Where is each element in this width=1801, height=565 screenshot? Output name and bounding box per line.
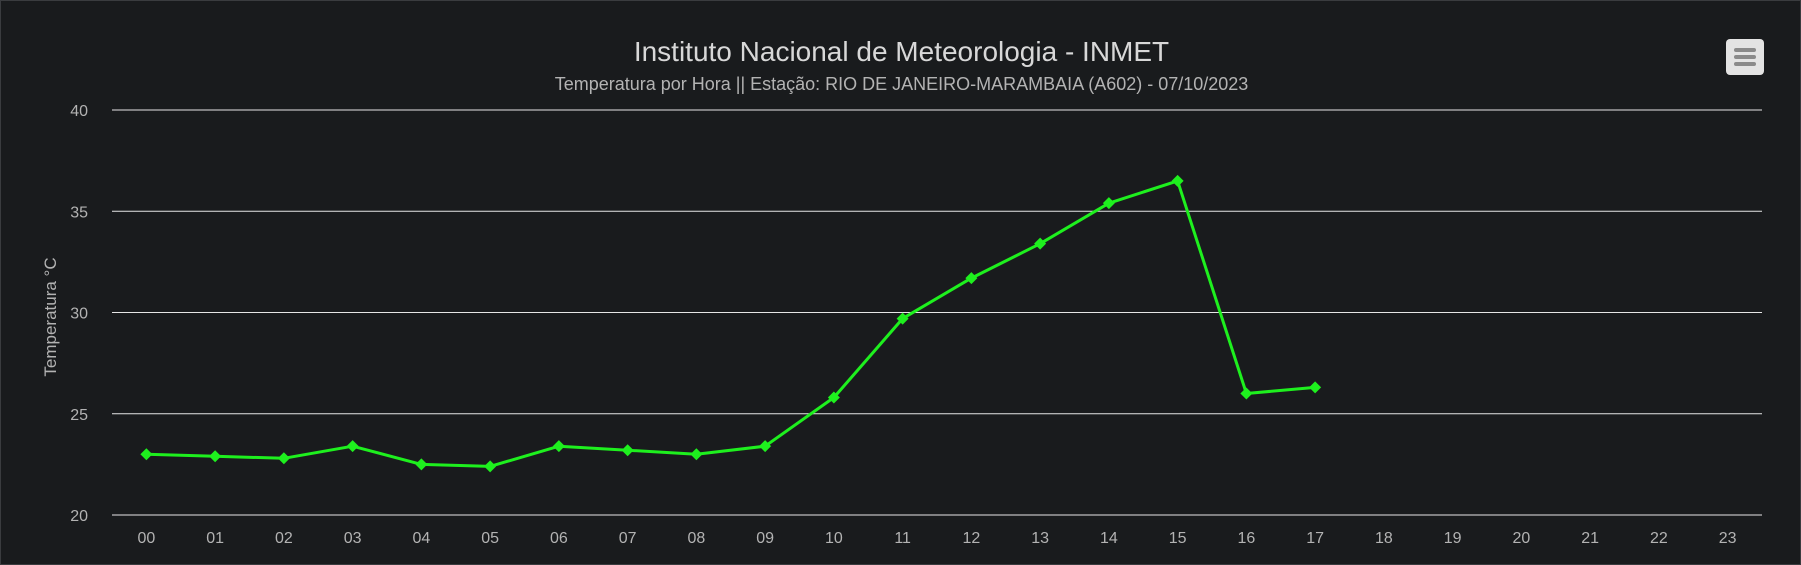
data-point-marker xyxy=(1102,197,1115,210)
x-tick-label: 21 xyxy=(1581,530,1599,547)
x-tick-label: 01 xyxy=(206,530,224,547)
y-tick-label: 35 xyxy=(70,204,88,221)
x-tick-label: 18 xyxy=(1375,530,1393,547)
x-tick-label: 05 xyxy=(481,530,499,547)
y-tick-label: 40 xyxy=(70,103,88,120)
data-point-marker xyxy=(1171,174,1184,187)
x-tick-label: 11 xyxy=(894,530,911,547)
x-tick-label: 15 xyxy=(1169,530,1187,547)
x-tick-label: 23 xyxy=(1719,530,1737,547)
x-tick-label: 09 xyxy=(756,530,774,547)
chart-title: Instituto Nacional de Meteorologia - INM… xyxy=(633,36,1170,67)
data-point-marker xyxy=(1309,381,1322,394)
x-tick-label: 00 xyxy=(137,530,155,547)
x-tick-label: 08 xyxy=(687,530,705,547)
data-point-marker xyxy=(827,391,840,404)
y-tick-label: 25 xyxy=(70,407,88,424)
y-tick-label: 20 xyxy=(70,508,88,525)
data-point-marker xyxy=(415,458,428,471)
x-tick-label: 07 xyxy=(619,530,637,547)
x-tick-label: 10 xyxy=(825,530,843,547)
x-tick-label: 06 xyxy=(550,530,568,547)
hamburger-menu-icon-bar xyxy=(1734,55,1756,59)
data-point-marker xyxy=(1034,237,1047,250)
data-point-marker xyxy=(1240,387,1253,400)
x-tick-label: 14 xyxy=(1100,530,1118,547)
data-point-marker xyxy=(209,450,222,463)
x-tick-label: 22 xyxy=(1650,530,1668,547)
data-point-marker xyxy=(484,460,497,473)
x-tick-label: 20 xyxy=(1512,530,1530,547)
data-point-marker xyxy=(621,444,634,457)
x-tick-label: 02 xyxy=(275,530,293,547)
data-point-marker xyxy=(346,440,359,453)
x-tick-label: 04 xyxy=(412,530,430,547)
data-point-marker xyxy=(759,440,772,453)
chart-subtitle: Temperatura por Hora || Estação: RIO DE … xyxy=(554,74,1249,94)
data-point-marker xyxy=(690,448,703,461)
data-point-marker xyxy=(140,448,153,461)
x-tick-label: 19 xyxy=(1444,530,1462,547)
hamburger-menu-icon xyxy=(1734,48,1756,52)
data-point-marker xyxy=(896,312,909,325)
x-tick-label: 17 xyxy=(1306,530,1324,547)
y-tick-label: 30 xyxy=(70,306,88,323)
data-point-marker xyxy=(277,452,290,465)
data-point-marker xyxy=(965,272,978,285)
x-tick-label: 03 xyxy=(344,530,362,547)
hamburger-menu-icon-bar xyxy=(1734,62,1756,66)
chart-menu-button[interactable] xyxy=(1726,39,1764,75)
x-tick-label: 12 xyxy=(962,530,980,547)
data-point-marker xyxy=(552,440,565,453)
x-tick-label: 13 xyxy=(1031,530,1049,547)
x-tick-label: 16 xyxy=(1237,530,1255,547)
series-line xyxy=(146,179,1316,468)
